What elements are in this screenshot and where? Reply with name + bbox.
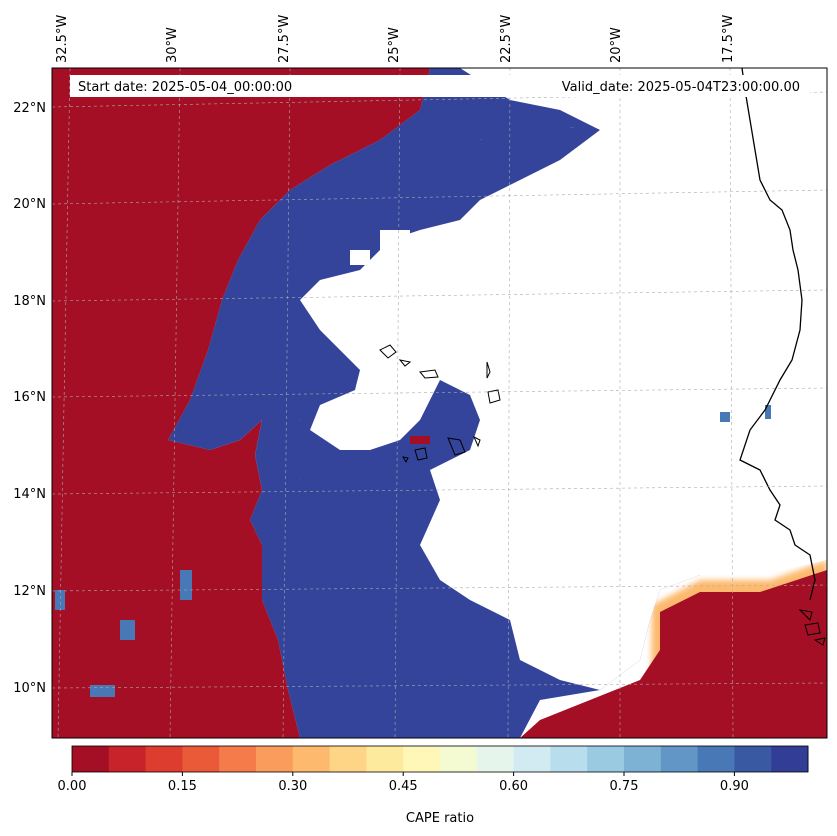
colorbar-swatch (587, 746, 625, 772)
lon-label: 20°W (609, 27, 624, 63)
lat-label: 20°N (13, 197, 46, 212)
low-ratio-region-west (52, 68, 430, 738)
blue-specks (55, 405, 771, 697)
lon-label: 32.5°W (55, 15, 70, 63)
colorbar-swatch (771, 746, 809, 772)
colorbar-frame (71, 745, 809, 773)
colorbar-tick-label: 0.15 (168, 779, 197, 794)
lon-label: 30°W (165, 27, 180, 63)
latitude-labels: 22°N 20°N 18°N 16°N 14°N 12°N 10°N (13, 101, 46, 696)
colorbar-swatch (697, 746, 735, 772)
valid-date-text: Valid_date: 2025-05-04T23:00:00.00 (562, 80, 800, 95)
colorbar-label: CAPE ratio (406, 811, 474, 826)
colorbar-swatch (219, 746, 257, 772)
colorbar-swatch (660, 746, 699, 772)
colorbar-swatch (256, 746, 294, 772)
masked-holes (320, 230, 590, 630)
lat-label: 10°N (13, 681, 46, 696)
colorbar-tick-label: 0.60 (499, 779, 528, 794)
map-frame (51, 67, 828, 739)
cape-verde-islands (379, 344, 501, 464)
colorbar-ticks: 0.00 0.15 0.30 0.45 0.60 0.75 0.90 (58, 772, 749, 794)
colorbar-swatch (182, 746, 220, 772)
bijagos-islands (798, 609, 826, 646)
header-box (70, 75, 810, 97)
longitude-labels: 32.5°W 30°W 27.5°W 25°W 22.5°W 20°W 17.5… (55, 15, 736, 63)
masked-region-east (300, 68, 827, 690)
lat-label: 18°N (13, 294, 46, 309)
colorbar-swatch (513, 746, 551, 772)
colorbar-swatch (624, 746, 662, 772)
red-specks (165, 125, 580, 722)
colorbar-tick-label: 0.00 (58, 779, 87, 794)
lat-label: 22°N (13, 101, 46, 116)
colorbar-swatch (292, 746, 331, 772)
colorbar-tick-label: 0.30 (278, 779, 307, 794)
lat-label: 14°N (13, 487, 46, 502)
colorbar-swatch (145, 746, 183, 772)
coastline-africa (739, 68, 816, 601)
colorbar-tick-label: 0.90 (720, 779, 749, 794)
colorbar-swatch (108, 746, 147, 772)
gridlines (52, 68, 827, 738)
colorbar-swatch (440, 746, 478, 772)
lat-label: 12°N (13, 584, 46, 599)
lon-label: 25°W (387, 27, 402, 63)
colorbar-swatch (72, 746, 110, 772)
colorbar-swatch (734, 746, 772, 772)
map-area (52, 68, 827, 738)
colorbar-swatch (550, 746, 588, 772)
colorbar-swatch (329, 746, 367, 772)
lon-label: 22.5°W (499, 15, 514, 63)
colorbar (72, 746, 809, 772)
low-ratio-region-south (520, 570, 827, 738)
colorbar-swatch (403, 746, 441, 772)
colorbar-swatch (366, 746, 404, 772)
lat-label: 16°N (13, 390, 46, 405)
colorbar-swatch (476, 746, 515, 772)
start-date-text: Start date: 2025-05-04_00:00:00 (78, 80, 292, 95)
colorbar-tick-label: 0.75 (610, 779, 639, 794)
colorbar-tick-label: 0.45 (389, 779, 418, 794)
lon-label: 17.5°W (721, 15, 736, 63)
lon-label: 27.5°W (277, 15, 292, 63)
